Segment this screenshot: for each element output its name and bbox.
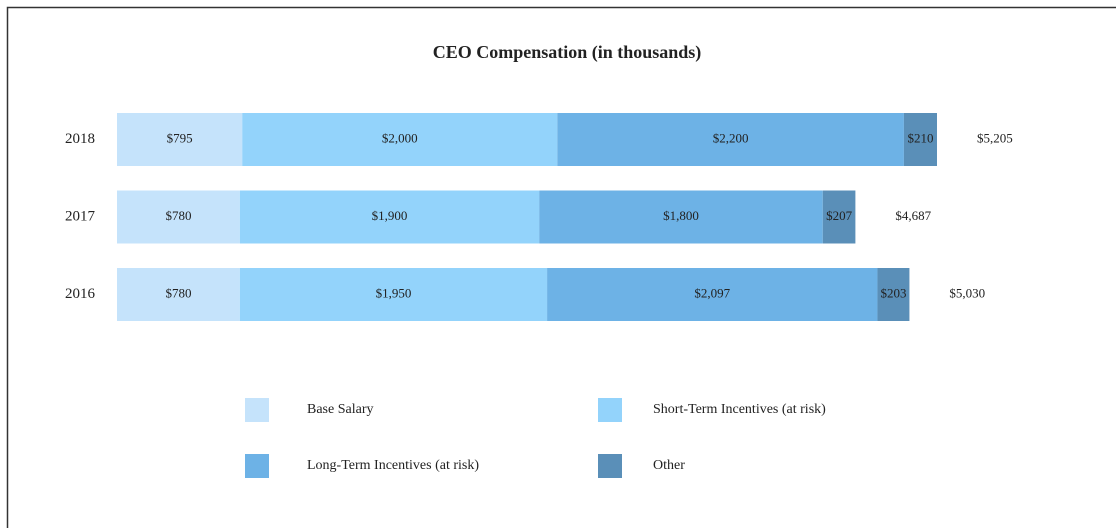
data-label: $203 — [880, 285, 906, 300]
legend-label: Short-Term Incentives (at risk) — [653, 402, 826, 417]
legend-label: Other — [653, 458, 685, 473]
data-label: $1,900 — [372, 208, 408, 223]
legend-swatch — [245, 454, 269, 478]
bar-segment — [547, 268, 878, 321]
legend-swatch — [245, 398, 269, 422]
data-label: $207 — [826, 208, 853, 223]
bar-segment — [242, 113, 558, 166]
data-label: $210 — [907, 130, 933, 145]
bar-segment — [903, 113, 937, 166]
chart-title: CEO Compensation (in thousands) — [433, 42, 702, 63]
bar-segment — [117, 190, 240, 244]
legend-swatch — [598, 454, 622, 478]
data-label: $780 — [165, 285, 191, 300]
bar-segment — [239, 190, 540, 244]
total-label: $4,687 — [895, 208, 931, 223]
bar-segment — [557, 113, 904, 166]
total-label: $5,030 — [949, 285, 985, 300]
bar-segment — [822, 190, 856, 244]
data-label: $780 — [165, 208, 191, 223]
data-label: $795 — [167, 130, 193, 145]
bar-segment — [877, 268, 910, 321]
bar-segment — [117, 268, 240, 321]
bar-segment — [539, 190, 823, 244]
bar-segment — [239, 268, 548, 321]
legend-label: Long-Term Incentives (at risk) — [307, 458, 479, 473]
total-label: $5,205 — [977, 130, 1013, 145]
bar-segment — [117, 113, 243, 166]
data-label: $2,097 — [694, 285, 730, 300]
y-tick-label: 2017 — [65, 208, 96, 224]
y-tick-label: 2018 — [65, 131, 95, 147]
frame — [6, 6, 1116, 528]
data-label: $2,200 — [713, 130, 749, 145]
data-label: $1,950 — [376, 285, 412, 300]
legend-label: Base Salary — [307, 402, 373, 417]
legend-swatch — [598, 398, 622, 422]
y-tick-label: 2016 — [65, 286, 96, 302]
data-label: $1,800 — [663, 208, 699, 223]
data-label: $2,000 — [382, 130, 418, 145]
